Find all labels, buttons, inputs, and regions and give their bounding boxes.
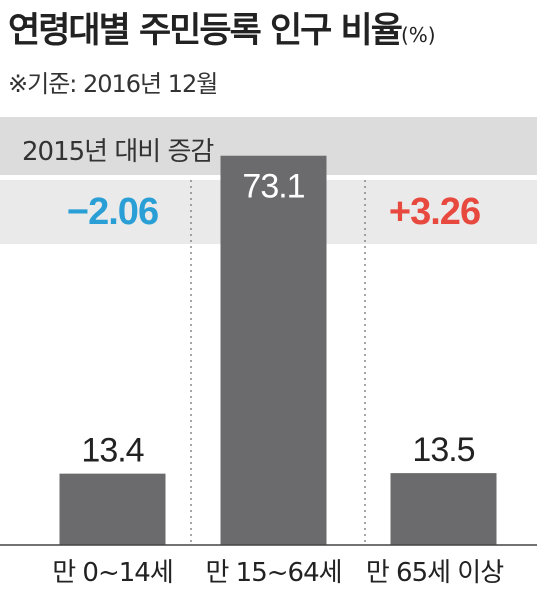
category-label-15-64: 만 15~64세 — [205, 558, 342, 588]
basis-note: ※기준: 2016년 12월 — [8, 70, 218, 98]
bar-65-plus — [390, 473, 497, 545]
change-header-band: 2015년 대비 증감 — [0, 117, 537, 175]
change-header: 2015년 대비 증감 — [22, 137, 214, 167]
value-label-0-14: 13.4 — [81, 432, 143, 470]
bar-0-14 — [59, 473, 166, 545]
change-value-65-plus: +3.26 — [388, 191, 481, 233]
category-label-65-plus: 만 65세 이상 — [365, 558, 504, 588]
change-value-0-14: −2.06 — [66, 191, 159, 233]
chart-title: 연령대별 주민등록 인구 비율(%) — [8, 11, 436, 51]
category-label-0-14: 만 0~14세 — [52, 558, 174, 588]
chart-unit: (%) — [400, 23, 436, 47]
bar-15-64 — [220, 155, 327, 545]
value-label-65-plus: 13.5 — [412, 431, 474, 469]
value-label-15-64: 73.1 — [242, 168, 304, 206]
